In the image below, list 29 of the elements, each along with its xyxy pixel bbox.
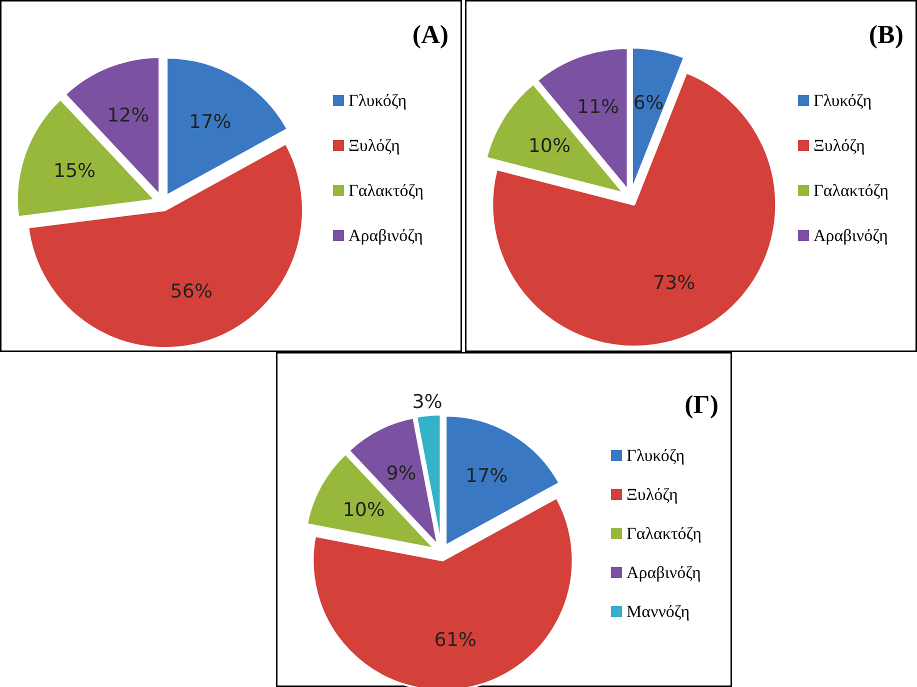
data-label: 56% <box>170 280 213 302</box>
legend-label: Ξυλόζη <box>348 136 400 155</box>
legend-label: Γλυκόζη <box>814 91 872 110</box>
data-label: 61% <box>434 629 476 652</box>
chart-title: (Γ) <box>684 390 718 419</box>
legend-label: Γαλακτόζη <box>626 524 702 543</box>
data-label: 11% <box>576 96 620 118</box>
legend-label: Ξυλόζη <box>814 136 865 155</box>
data-label: 10% <box>528 135 571 158</box>
legend-label: Αραβινόζη <box>348 226 423 245</box>
legend-label: Γαλακτόζη <box>348 181 424 200</box>
legend-label: Αραβινόζη <box>626 563 701 582</box>
data-label: 17% <box>465 465 508 488</box>
data-label: 12% <box>106 104 150 127</box>
data-label: 73% <box>652 272 696 294</box>
legend-label: Μαννόζη <box>626 602 690 621</box>
legend-label: Ξυλόζη <box>626 485 678 504</box>
data-label: 15% <box>53 160 96 182</box>
legend-label: Γαλακτόζη <box>814 181 889 200</box>
legend-label: Γλυκόζη <box>626 446 685 465</box>
chart-title: (A) <box>412 20 448 49</box>
data-label: 9% <box>386 462 416 485</box>
data-label: 3% <box>412 391 442 414</box>
data-label: 6% <box>633 92 664 114</box>
legend-label: Γλυκόζη <box>348 91 407 110</box>
data-label: 17% <box>189 110 232 133</box>
legend-label: Αραβινόζη <box>814 226 888 245</box>
chart-title: (B) <box>868 20 904 49</box>
data-label: 10% <box>342 498 385 521</box>
